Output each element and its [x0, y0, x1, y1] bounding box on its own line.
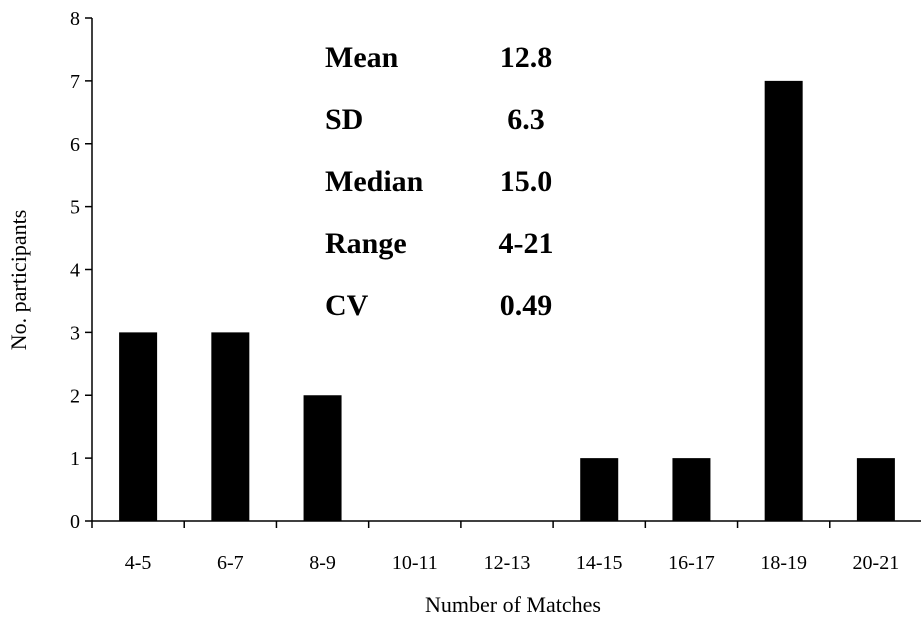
stat-value: 12.8	[500, 41, 553, 74]
stat-value: 15.0	[500, 165, 553, 198]
stat-value: 0.49	[500, 289, 553, 322]
x-axis-title: Number of Matches	[425, 592, 601, 617]
y-tick-label: 4	[70, 260, 80, 282]
bars	[119, 80, 895, 521]
stat-label: SD	[325, 103, 363, 136]
x-tick-label: 10-11	[392, 552, 438, 574]
bar-6-7	[211, 332, 250, 521]
x-tick-label: 14-15	[576, 552, 623, 574]
stat-label: Range	[325, 227, 407, 260]
y-axis-title: No. participants	[6, 210, 31, 351]
x-tick-label: 18-19	[760, 552, 807, 574]
bar-4-5	[119, 332, 158, 521]
x-axis-ticks: 4-5 6-7 8-9 10-11 12-13 14-15 16-17 18-19 20-21	[91, 521, 900, 574]
x-tick-label: 4-5	[125, 552, 152, 574]
stat-value: 6.3	[507, 103, 545, 136]
bar-8-9	[303, 395, 342, 521]
x-tick-label: 8-9	[309, 552, 336, 574]
x-tick-label: 12-13	[484, 552, 531, 574]
y-tick-label: 2	[70, 385, 80, 407]
stat-label: Mean	[325, 41, 399, 74]
summary-stats-box: Mean 12.8 SD 6.3 Median 15.0 Range 4-21 CV 0.49	[325, 41, 554, 322]
y-tick-label: 7	[70, 71, 80, 93]
bar-14-15	[580, 458, 619, 521]
stat-label: Median	[325, 165, 424, 198]
bar-16-17	[672, 458, 711, 521]
y-tick-label: 1	[70, 448, 80, 470]
y-tick-label: 3	[70, 322, 80, 344]
y-tick-label: 6	[70, 134, 80, 156]
x-tick-label: 6-7	[217, 552, 244, 574]
bar-20-21	[856, 458, 895, 521]
y-tick-label: 5	[70, 197, 80, 219]
y-axis-ticks: 0 1 2 3 4 5 6 7 8	[70, 8, 92, 533]
stat-value: 4-21	[499, 227, 554, 260]
x-tick-label: 16-17	[668, 552, 715, 574]
bar-18-19	[764, 80, 803, 521]
y-tick-label: 0	[70, 511, 80, 533]
stat-label: CV	[325, 289, 369, 322]
x-tick-label: 20-21	[853, 552, 900, 574]
y-tick-label: 8	[70, 8, 80, 30]
